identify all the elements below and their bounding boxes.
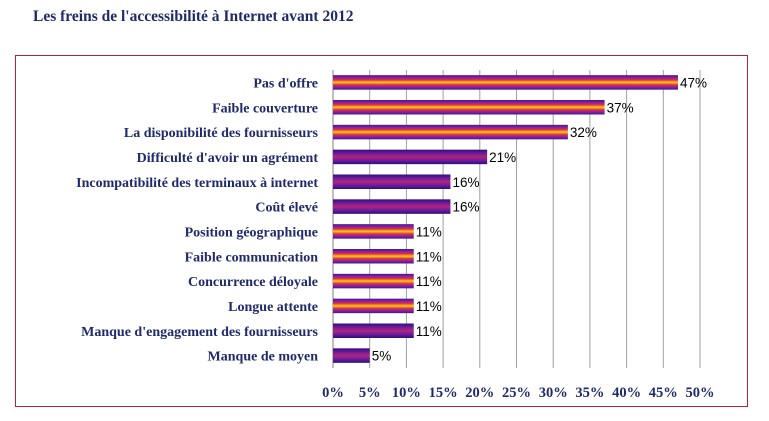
bar xyxy=(333,124,568,140)
category-label: Faible communication xyxy=(185,250,319,265)
value-label: 37% xyxy=(607,100,634,115)
bar xyxy=(333,298,414,314)
value-label: 5% xyxy=(372,349,392,364)
x-tick-label: 15% xyxy=(429,385,458,401)
bar xyxy=(333,174,451,189)
value-label: 21% xyxy=(489,150,516,165)
x-tick-label: 0% xyxy=(322,385,344,401)
value-label: 11% xyxy=(416,274,442,289)
category-label: La disponibilité des fournisseurs xyxy=(124,126,319,141)
x-tick-label: 25% xyxy=(502,385,531,401)
bar xyxy=(333,323,414,338)
category-label: Concurrence déloyale xyxy=(188,275,318,290)
value-label: 11% xyxy=(416,299,442,314)
x-tick-label: 40% xyxy=(612,385,641,401)
x-tick-label: 20% xyxy=(465,385,494,401)
category-label: Longue attente xyxy=(228,300,318,315)
chart-title: Les freins de l'accessibilité à Internet… xyxy=(33,8,354,25)
bar xyxy=(333,75,678,90)
value-label: 47% xyxy=(680,75,707,90)
x-tick-label: 35% xyxy=(575,385,604,401)
x-tick-label: 30% xyxy=(539,385,568,401)
value-label: 11% xyxy=(416,224,442,239)
x-tick-label: 50% xyxy=(686,385,715,401)
x-tick-label: 10% xyxy=(392,385,421,401)
value-label: 16% xyxy=(452,175,479,190)
bar xyxy=(333,224,414,239)
x-tick-label: 5% xyxy=(359,385,381,401)
category-label: Manque de moyen xyxy=(208,350,319,365)
value-label: 11% xyxy=(416,249,442,264)
category-label: Pas d'offre xyxy=(253,76,318,91)
value-label: 32% xyxy=(570,125,597,140)
x-tick-label: 45% xyxy=(649,385,678,401)
category-label: Incompatibilité des terminaux à internet xyxy=(76,176,318,191)
category-label: Coût élevé xyxy=(255,201,318,216)
value-label: 16% xyxy=(452,200,479,215)
chart-frame xyxy=(15,55,748,407)
category-label: Manque d'engagement des fournisseurs xyxy=(81,325,318,340)
bar xyxy=(333,348,370,363)
bar xyxy=(333,199,451,214)
category-label: Difficulté d'avoir un agrément xyxy=(137,151,319,166)
bar xyxy=(333,249,414,264)
value-label: 11% xyxy=(416,324,442,339)
category-label: Faible couverture xyxy=(212,101,318,116)
category-label: Position géographique xyxy=(185,225,318,240)
bar xyxy=(333,149,488,165)
bar xyxy=(333,273,414,289)
bar xyxy=(333,100,605,115)
